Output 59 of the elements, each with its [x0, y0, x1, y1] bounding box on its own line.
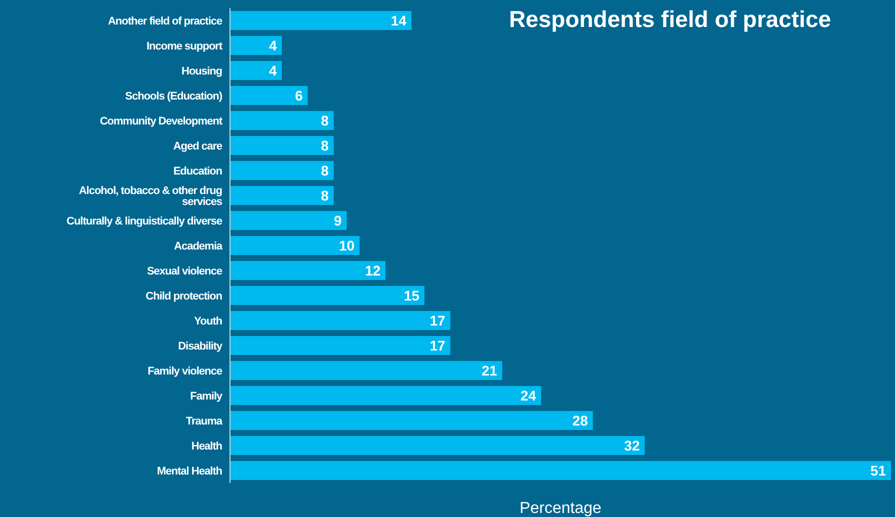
data-label: 15 [404, 287, 420, 304]
bar [230, 61, 282, 80]
bar [230, 361, 502, 380]
bar [230, 186, 334, 205]
y-tick-label: Community Development [100, 115, 223, 128]
data-label: 6 [294, 87, 303, 104]
data-label: 32 [624, 437, 640, 454]
bar [230, 211, 347, 230]
data-label: 10 [339, 237, 355, 254]
data-label: 17 [430, 312, 446, 328]
bar [230, 136, 334, 155]
x-axis-title: Percentage [520, 500, 602, 517]
y-tick-label: Income support [146, 40, 223, 52]
bar [230, 386, 542, 405]
y-tick-label: Trauma [186, 415, 224, 428]
y-tick-label: Youth [194, 315, 223, 328]
y-tick-label: Child protection [146, 290, 223, 302]
bar [230, 111, 334, 130]
bar [230, 436, 645, 455]
chart-title: Respondents field of practice [508, 6, 832, 33]
bar [230, 236, 360, 255]
y-tick-label: Academia [174, 240, 224, 252]
data-label: 14 [390, 12, 407, 28]
bar [230, 86, 308, 105]
y-tick-label: Family [190, 390, 224, 402]
y-tick-label: Aged care [173, 140, 222, 152]
data-label: 8 [320, 162, 329, 178]
data-label: 12 [364, 262, 381, 278]
data-label: 24 [520, 387, 536, 404]
bar [230, 336, 450, 355]
bar [230, 36, 282, 55]
y-tick-label: Sexual violence [146, 265, 222, 278]
data-label: 8 [320, 137, 329, 154]
data-label: 8 [320, 187, 329, 204]
y-tick-label: Alcohol, tobacco & other drug services [78, 184, 222, 208]
bar [230, 311, 450, 330]
bar [230, 286, 424, 305]
y-tick-label: Schools (Education) [125, 90, 223, 102]
data-label: 4 [269, 37, 278, 54]
y-tick-label: Culturally & linguistically diverse [66, 215, 222, 228]
y-tick-label: Education [173, 165, 223, 178]
bar [230, 261, 386, 280]
bar [230, 411, 593, 430]
data-label: 8 [320, 112, 329, 128]
data-label: 21 [482, 362, 498, 378]
y-tick-label: Health [191, 440, 223, 452]
data-label: 4 [269, 62, 278, 78]
y-tick-label: Mental Health [156, 465, 223, 478]
bar [230, 161, 334, 180]
data-label: 51 [870, 462, 886, 478]
y-tick-label: Housing [182, 65, 222, 78]
bar [230, 11, 412, 30]
y-tick-label: Disability [178, 340, 224, 352]
data-label: 9 [334, 212, 342, 228]
data-label: 17 [430, 337, 446, 354]
y-tick-label: Family violence [148, 365, 222, 378]
bar [230, 461, 891, 480]
y-tick-label: Another field of practice [108, 15, 222, 28]
data-label: 28 [572, 412, 588, 428]
